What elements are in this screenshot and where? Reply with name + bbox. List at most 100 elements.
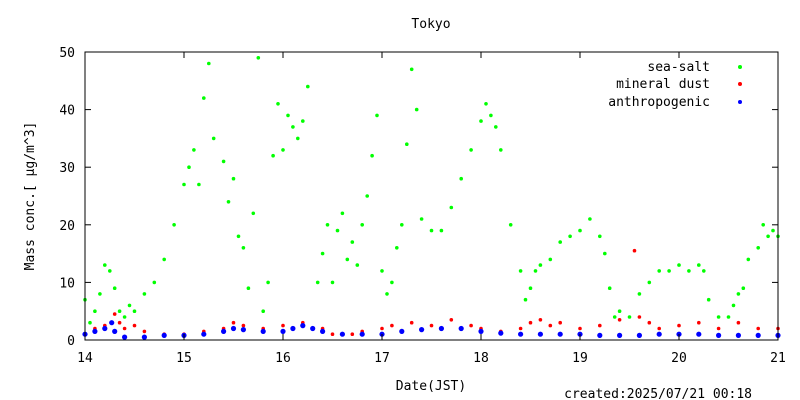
data-point <box>479 119 483 123</box>
x-tick-label: 16 <box>275 351 291 366</box>
data-point <box>211 136 216 141</box>
data-point <box>141 334 147 340</box>
data-point <box>325 223 330 227</box>
legend-marker-anthropogenic <box>738 100 742 104</box>
legend: sea-salt mineral dust anthropogenic <box>608 60 742 110</box>
data-point <box>335 228 340 233</box>
data-point <box>390 323 394 328</box>
data-point <box>385 292 389 296</box>
data-point <box>251 211 256 216</box>
data-point <box>419 217 424 221</box>
data-point <box>399 328 405 334</box>
data-point <box>162 257 166 262</box>
series-mineral-dust <box>83 248 780 337</box>
data-point <box>746 257 751 262</box>
data-point <box>657 326 661 331</box>
data-point <box>597 332 603 338</box>
data-point <box>755 332 761 338</box>
data-point <box>696 331 702 337</box>
data-point <box>538 318 543 322</box>
data-point <box>419 327 425 333</box>
data-point <box>296 136 300 141</box>
data-point <box>240 327 246 333</box>
x-tick-label: 18 <box>473 351 489 366</box>
data-point <box>637 315 642 319</box>
data-point <box>518 331 524 337</box>
data-point <box>112 312 117 316</box>
data-point <box>117 320 122 325</box>
data-point <box>414 107 419 112</box>
data-point <box>478 328 484 334</box>
data-point <box>598 234 602 239</box>
data-point <box>548 257 553 262</box>
data-point <box>310 325 316 332</box>
data-point <box>172 223 176 227</box>
data-point <box>365 194 370 198</box>
data-point <box>182 182 186 187</box>
data-point <box>439 228 444 233</box>
data-point <box>117 309 122 314</box>
data-point <box>756 326 760 331</box>
data-point <box>281 323 285 328</box>
data-point <box>246 286 251 291</box>
data-point <box>122 334 128 340</box>
data-point <box>766 234 770 239</box>
data-point <box>241 246 246 250</box>
data-point <box>197 182 201 187</box>
data-point <box>187 165 191 169</box>
data-point <box>657 269 661 273</box>
data-point <box>395 246 399 250</box>
data-point <box>112 286 117 291</box>
data-point <box>93 309 97 314</box>
data-point <box>523 297 528 302</box>
x-tick-label: 20 <box>671 351 687 366</box>
y-tick-label: 0 <box>67 334 75 349</box>
data-point <box>449 205 454 210</box>
data-point <box>266 280 270 285</box>
data-point <box>697 263 701 267</box>
data-point <box>537 331 544 337</box>
data-point <box>637 292 642 296</box>
chart-title: Tokyo <box>411 17 450 32</box>
data-point <box>132 323 137 328</box>
data-point <box>736 320 741 325</box>
series-anthropogenic <box>82 320 781 340</box>
y-tick-label: 20 <box>59 219 75 234</box>
data-point <box>598 323 602 328</box>
data-point <box>568 234 572 239</box>
data-point <box>201 331 207 337</box>
data-point <box>716 315 721 319</box>
x-tick-label: 19 <box>572 351 588 366</box>
data-point <box>603 251 607 256</box>
data-point <box>230 325 237 332</box>
data-point <box>236 234 241 239</box>
legend-marker-mineral-dust <box>738 82 742 86</box>
x-tick-label: 21 <box>770 351 786 366</box>
data-point <box>518 326 523 331</box>
data-point <box>390 280 394 285</box>
data-point <box>528 320 533 325</box>
data-point <box>281 148 285 152</box>
legend-label-mineral-dust: mineral dust <box>616 77 710 92</box>
data-point <box>92 328 98 334</box>
legend-marker-sea-salt <box>738 65 742 69</box>
data-point <box>261 309 266 314</box>
data-point <box>632 248 637 253</box>
data-point <box>315 280 320 285</box>
data-point <box>438 325 444 332</box>
data-point <box>469 148 473 152</box>
data-point <box>280 328 286 334</box>
data-point <box>498 330 504 336</box>
legend-label-sea-salt: sea-salt <box>647 60 710 75</box>
data-point <box>429 228 434 233</box>
data-point <box>409 67 414 72</box>
data-marks <box>82 56 781 340</box>
data-point <box>286 113 290 118</box>
data-point <box>578 228 582 233</box>
data-point <box>647 320 652 325</box>
data-point <box>122 326 127 331</box>
data-point <box>458 325 464 332</box>
data-point <box>276 102 280 106</box>
data-point <box>557 331 563 337</box>
y-tick-label: 10 <box>59 276 75 291</box>
